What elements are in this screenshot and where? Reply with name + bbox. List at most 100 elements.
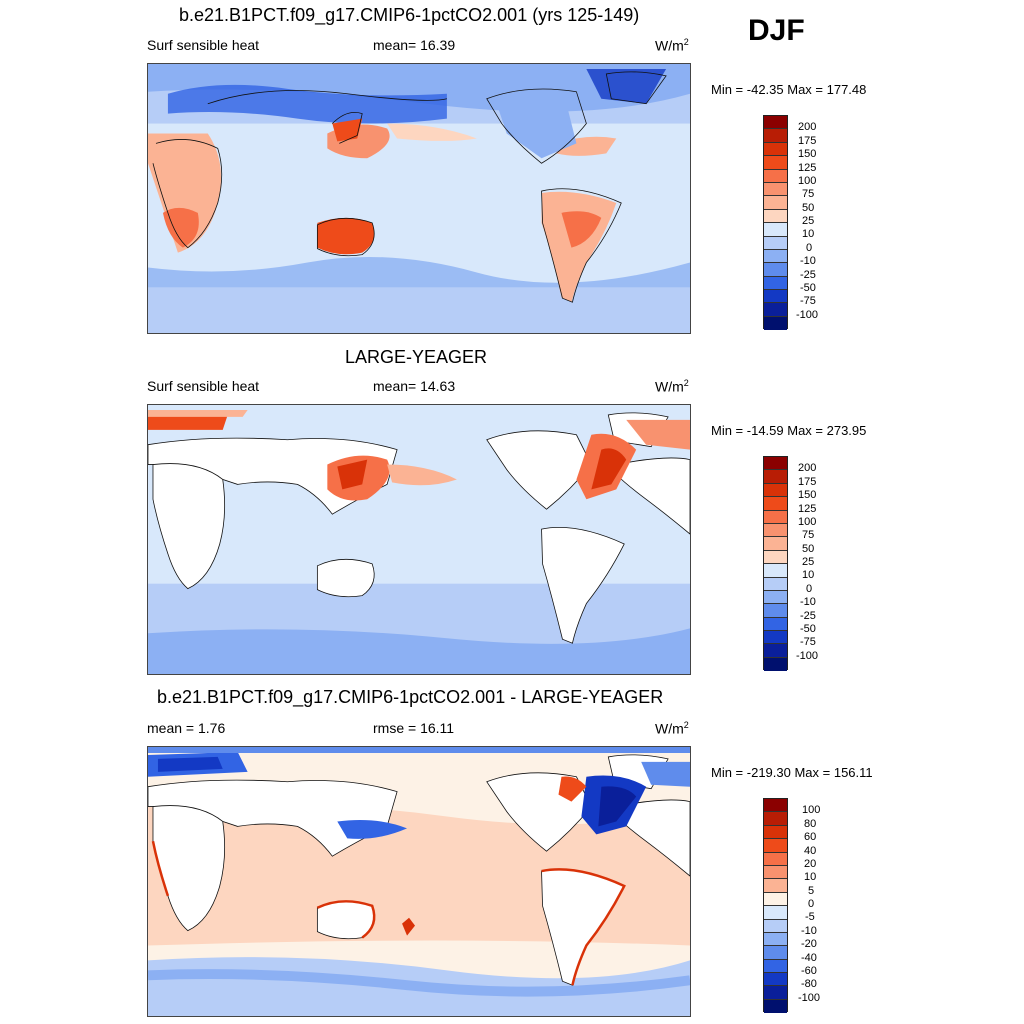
panel2-colorbar-tick: -100 [796,650,819,662]
panel1-colorbar-swatch [764,303,787,317]
panel3-colorbar-tick: -20 [801,938,817,950]
panel3-colorbar-swatch [764,906,787,920]
panel3-colorbar-tick: -40 [801,952,817,964]
panel2-colorbar-tick: 100 [798,516,817,528]
panel3-colorbar-tick: -80 [801,978,817,990]
panel2-colorbar-swatch [764,550,787,565]
panel2-colorbar-swatch [764,657,787,672]
panel3-colorbar-tick: 40 [804,845,817,857]
panel2-title: LARGE-YEAGER [345,347,488,367]
panel1-colorbar-tick: -10 [800,255,816,267]
panel1-colorbar-swatch [764,276,787,291]
panel3-colorbar-swatch [764,999,787,1014]
panel2-colorbar-swatch [764,483,787,498]
panel1-mean-label: mean= 16.39 [373,37,456,53]
panel2-map [147,404,691,675]
panel1-colorbar-tick: 175 [798,135,817,147]
panel2-colorbar-tick: 0 [806,583,813,595]
panel1-colorbar-tick: -25 [800,269,816,281]
panel2-colorbar-swatch [764,523,787,538]
panel3-map-svg [148,747,690,1016]
panel2-units: W/m2 [655,378,689,395]
panel2-colorbar [763,456,788,672]
panel2-colorbar-swatch [764,470,787,484]
panel1-title: b.e21.B1PCT.f09_g17.CMIP6-1pctCO2.001 (y… [179,5,640,25]
panel3-colorbar-tick: -100 [798,992,821,1004]
panel3-colorbar-swatch [764,973,787,987]
panel3-minmax: Min = -219.30 Max = 156.11 [711,765,873,780]
panel3-colorbar-tick: 5 [808,885,815,897]
panel2-mean-label: mean= 14.63 [373,378,456,394]
panel2-colorbar-tick: 75 [802,529,815,541]
panel3-colorbar-tick: -60 [801,965,817,977]
panel3-colorbar-swatch [764,892,787,907]
panel2-colorbar-tick: -25 [800,610,816,622]
panel3-colorbar-tick: 80 [804,818,817,830]
panel2-colorbar-tick: 50 [802,543,815,555]
panel1-colorbar-swatch [764,316,787,331]
panel1-colorbar-swatch [764,249,787,264]
panel2-colorbar-swatch [764,564,787,578]
panel2-minmax: Min = -14.59 Max = 273.95 [711,423,867,438]
panel1-map-svg [148,64,690,333]
panel1-colorbar-tick: 125 [798,162,817,174]
panel3-colorbar-swatch [764,879,787,893]
panel1-colorbar-swatch [764,263,787,277]
panel1-colorbar-swatch [764,116,787,130]
panel3-colorbar-tick: 100 [802,804,821,816]
panel3-colorbar-swatch [764,799,787,813]
panel2-colorbar-swatch [764,590,787,605]
panel2-colorbar-tick: 150 [798,489,817,501]
panel3-colorbar-swatch [764,932,787,947]
panel2-colorbar-tick: -10 [800,596,816,608]
panel2-colorbar-swatch [764,510,787,524]
panel1-colorbar-tick: -100 [796,309,819,321]
panel3-title: b.e21.B1PCT.f09_g17.CMIP6-1pctCO2.001 - … [157,687,664,707]
panel3-map [147,746,691,1017]
panel1-units: W/m2 [655,37,689,54]
panel1-colorbar-tick: -50 [800,282,816,294]
panel1-colorbar-tick: 25 [802,215,815,227]
panel3-colorbar-swatch [764,839,787,853]
panel2-colorbar-tick: -50 [800,623,816,635]
panel3-units: W/m2 [655,720,689,737]
panel3-colorbar-tick: 10 [804,871,817,883]
panel1-colorbar-swatch [764,223,787,237]
panel3-colorbar [763,798,788,1014]
panel3-colorbar-tick: 0 [808,898,815,910]
panel1-colorbar-swatch [764,142,787,157]
panel2-colorbar-tick: 175 [798,476,817,488]
panel3-rmse-label: rmse = 16.11 [373,720,455,736]
panel3-colorbar-swatch [764,865,787,880]
panel2-colorbar-swatch [764,497,787,511]
panel1-colorbar-tick: 75 [802,188,815,200]
panel1-colorbar-tick: -75 [800,295,816,307]
panel2-variable-label: Surf sensible heat [147,378,260,394]
panel1-map [147,63,691,334]
panel2-map-svg [148,405,690,674]
panel3-colorbar-swatch [764,812,787,826]
panel1-colorbar-swatch [764,209,787,224]
season-label: DJF [748,14,805,47]
panel3-colorbar-tick: 20 [804,858,817,870]
panel1-colorbar-tick: 200 [798,121,817,133]
panel2-colorbar-swatch [764,631,787,645]
panel3-colorbar-tick: -5 [805,911,815,923]
panel1-colorbar [763,115,788,331]
panel1-colorbar-swatch [764,169,787,183]
panel1-colorbar-tick: 100 [798,175,817,187]
panel1-colorbar-swatch [764,290,787,304]
panel2-colorbar-swatch [764,644,787,658]
panel3-colorbar-tick: 60 [804,831,817,843]
panel3-colorbar-swatch [764,852,787,866]
panel3-colorbar-swatch [764,986,787,1000]
panel1-colorbar-tick: 150 [798,148,817,160]
panel2-colorbar-swatch [764,617,787,632]
panel2-colorbar-swatch [764,604,787,618]
panel3-colorbar-tick: -10 [801,925,817,937]
panel1-colorbar-swatch [764,196,787,210]
panel1-variable-label: Surf sensible heat [147,37,260,53]
panel2-colorbar-tick: 200 [798,462,817,474]
panel1-colorbar-swatch [764,236,787,250]
panel1-colorbar-swatch [764,156,787,170]
